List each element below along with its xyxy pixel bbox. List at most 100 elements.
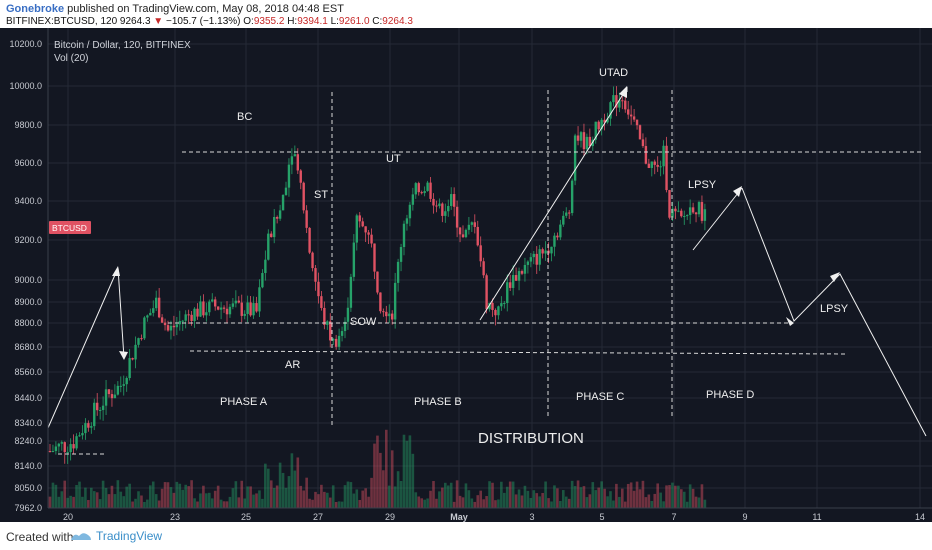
volume-bar: [249, 486, 252, 508]
y-tick-label: 8140.0: [14, 461, 42, 471]
volume-bar: [570, 480, 574, 508]
volume-bar: [213, 490, 217, 508]
candle: [382, 308, 385, 317]
volume-bar: [677, 485, 680, 508]
volume-bar: [438, 491, 441, 508]
candle: [408, 201, 412, 227]
volume-bar: [84, 487, 87, 508]
volume-bar: [500, 481, 503, 508]
volume-bar: [287, 476, 291, 508]
volume-bar: [48, 496, 52, 508]
volume-bar: [585, 497, 589, 508]
candle: [621, 96, 624, 110]
volume-bars: [48, 429, 707, 508]
candle: [426, 180, 429, 192]
candle: [511, 265, 515, 296]
arrow-up-icon: [112, 266, 120, 276]
volume-bar: [154, 494, 158, 508]
candle: [246, 295, 249, 323]
volume-bar: [508, 481, 512, 508]
candle: [104, 379, 108, 416]
candle: [98, 407, 102, 420]
candle: [576, 126, 580, 146]
tradingview-brand[interactable]: TradingView: [96, 529, 163, 543]
volume-bar: [435, 498, 438, 508]
volume-bar: [66, 497, 69, 508]
candle: [275, 215, 279, 224]
volume-bar: [579, 487, 583, 508]
volume-bar: [269, 480, 273, 508]
candle: [116, 381, 120, 396]
volume-bar: [281, 472, 285, 508]
candle: [547, 242, 550, 264]
volume-bar: [497, 499, 500, 508]
candle: [267, 229, 270, 261]
volume-bar: [420, 498, 423, 508]
candle: [317, 272, 320, 304]
arrow-down-icon: [119, 351, 128, 360]
candle: [700, 195, 704, 224]
candle: [464, 228, 468, 239]
volume-bar: [417, 496, 421, 508]
volume-bar: [367, 496, 370, 508]
candle: [686, 214, 689, 221]
volume-bar: [656, 483, 659, 508]
volume-bar: [458, 495, 462, 508]
volume-bar: [225, 501, 229, 508]
y-tick-label: 9800.0: [14, 120, 42, 130]
y-tick-label: 9600.0: [14, 158, 42, 168]
candle: [160, 314, 164, 323]
y-tick-label: 9200.0: [14, 235, 42, 245]
volume-bar: [520, 495, 524, 508]
candle: [680, 208, 683, 218]
volume-bar: [376, 435, 379, 508]
volume-bar: [113, 494, 117, 508]
y-axis[interactable]: 10200.0 10000.0 9800.0 9600.0 9400.0 9200.0 90…: [9, 39, 42, 513]
candle: [349, 273, 353, 312]
volume-bar: [151, 481, 155, 508]
candle: [644, 137, 648, 165]
volume-bar: [390, 450, 394, 508]
candle: [152, 300, 155, 317]
volume-bar: [169, 487, 173, 508]
volume-bar: [547, 498, 550, 508]
author-name[interactable]: Gonebroke: [6, 3, 65, 15]
volume-bar: [473, 501, 477, 508]
y-tick-label: 8900.0: [14, 297, 42, 307]
candle: [137, 337, 140, 348]
candle: [193, 307, 196, 328]
down-arrow-icon: ▼: [153, 16, 164, 27]
x-tick-label: 7: [671, 512, 676, 522]
candle: [249, 296, 252, 317]
label-st: ST: [314, 189, 328, 201]
volume-bar: [323, 491, 326, 508]
candle: [653, 159, 656, 175]
candle: [411, 187, 415, 211]
label-bc: BC: [237, 111, 252, 123]
volume-bar: [334, 501, 338, 508]
x-axis[interactable]: 20 23 25 27 29 May 3 5 7 9 11 14: [63, 512, 925, 522]
arrow-lpsy-icon: [733, 186, 742, 197]
candle: [650, 161, 653, 177]
volume-bar: [87, 500, 90, 508]
candle: [101, 396, 105, 421]
candle: [216, 306, 220, 311]
volume-bar: [243, 498, 246, 508]
volume-bar: [603, 488, 606, 508]
volume-bar: [464, 483, 468, 508]
volume-bar: [444, 482, 447, 508]
volume-bar: [385, 429, 388, 508]
volume-bar: [597, 487, 600, 508]
candle: [683, 210, 686, 225]
candle: [582, 123, 586, 156]
candle: [172, 315, 176, 337]
volume-bar: [553, 485, 556, 508]
chart-background: [0, 28, 932, 522]
volume-bar: [691, 488, 695, 508]
y-tick-label: 7962.0: [14, 503, 42, 513]
candle: [87, 420, 90, 432]
candle: [320, 291, 323, 311]
chart-canvas[interactable]: Bitcoin / Dollar, 120, BITFINEX Vol (20)…: [0, 28, 932, 522]
candle: [284, 181, 288, 196]
label-ut: UT: [386, 153, 401, 165]
